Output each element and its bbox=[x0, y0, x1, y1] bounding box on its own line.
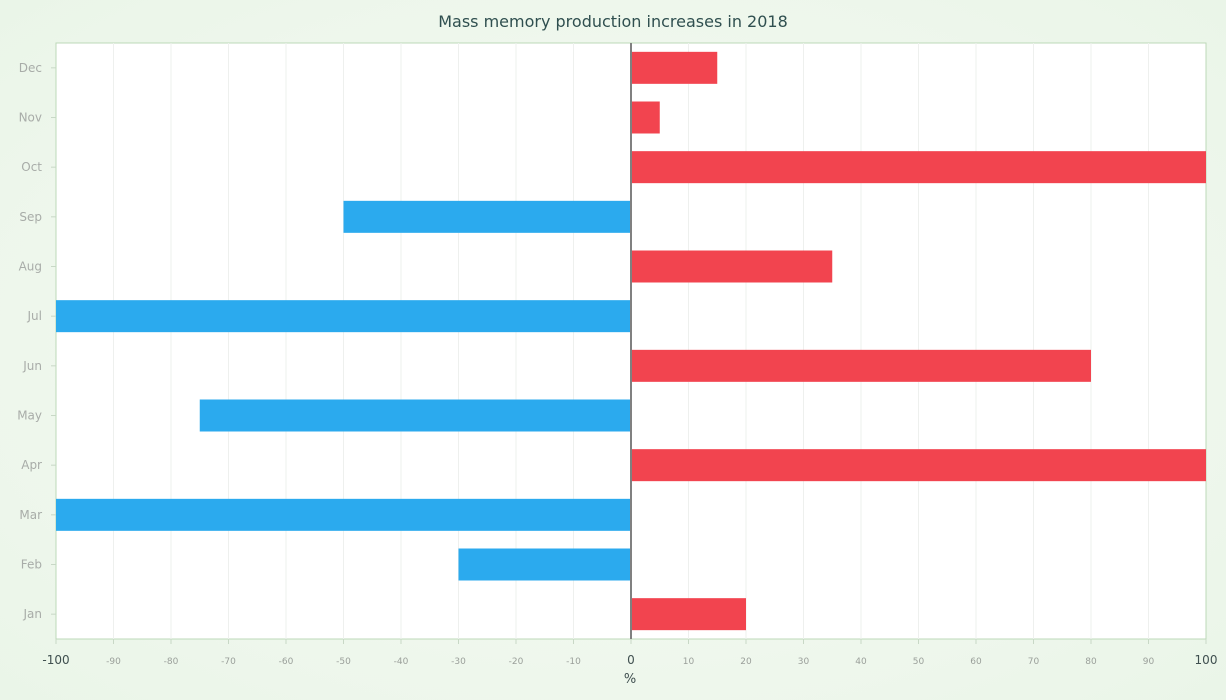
axes: JanFebMarAprMayJunJulAugSepOctNovDec-100… bbox=[17, 43, 1217, 667]
x-tick-label: -50 bbox=[336, 657, 351, 667]
y-tick-label: Apr bbox=[21, 458, 42, 472]
x-tick-label: 100 bbox=[1195, 653, 1218, 667]
x-tick-label: -80 bbox=[164, 657, 179, 667]
y-tick-label: Nov bbox=[19, 111, 42, 125]
chart-title: Mass memory production increases in 2018 bbox=[438, 12, 788, 31]
x-tick-label: -20 bbox=[509, 657, 524, 667]
bar-jan bbox=[631, 598, 746, 631]
x-tick-label: 0 bbox=[627, 653, 635, 667]
bar-oct bbox=[631, 151, 1206, 184]
x-tick-label: 10 bbox=[683, 657, 695, 667]
x-tick-label: 30 bbox=[798, 657, 810, 667]
bar-jul bbox=[56, 300, 631, 333]
bar-apr bbox=[631, 449, 1206, 482]
bar-dec bbox=[631, 51, 718, 84]
x-tick-label: -30 bbox=[451, 657, 466, 667]
x-tick-label: 20 bbox=[740, 657, 752, 667]
grid-lines bbox=[113, 43, 1149, 639]
bar-jun bbox=[631, 349, 1091, 382]
bar-mar bbox=[56, 498, 631, 531]
y-tick-label: Dec bbox=[19, 61, 42, 75]
x-tick-label: 90 bbox=[1143, 657, 1155, 667]
y-tick-label: Jul bbox=[27, 309, 42, 323]
y-tick-label: Feb bbox=[21, 558, 42, 572]
y-tick-label: May bbox=[17, 409, 42, 423]
y-tick-label: Jan bbox=[23, 607, 43, 621]
x-tick-label: 70 bbox=[1028, 657, 1040, 667]
x-tick-label: -90 bbox=[106, 657, 121, 667]
y-tick-label: Sep bbox=[19, 210, 42, 224]
x-tick-label: 50 bbox=[913, 657, 925, 667]
y-tick-label: Oct bbox=[21, 160, 42, 174]
y-tick-label: Aug bbox=[19, 260, 42, 274]
y-tick-label: Mar bbox=[19, 508, 42, 522]
x-tick-label: -40 bbox=[394, 657, 409, 667]
bar-feb bbox=[458, 548, 631, 581]
x-tick-label: -100 bbox=[42, 653, 69, 667]
x-tick-label: 40 bbox=[855, 657, 867, 667]
x-tick-label: 80 bbox=[1085, 657, 1097, 667]
bar-may bbox=[199, 399, 631, 432]
bar-sep bbox=[343, 200, 631, 233]
bar-aug bbox=[631, 250, 833, 283]
bar-nov bbox=[631, 101, 660, 134]
x-tick-label: -60 bbox=[279, 657, 294, 667]
x-tick-label: 60 bbox=[970, 657, 982, 667]
x-axis-label: % bbox=[623, 672, 637, 687]
x-tick-label: -10 bbox=[566, 657, 581, 667]
x-tick-label: -70 bbox=[221, 657, 236, 667]
y-tick-label: Jun bbox=[22, 359, 42, 373]
bars bbox=[56, 51, 1206, 631]
